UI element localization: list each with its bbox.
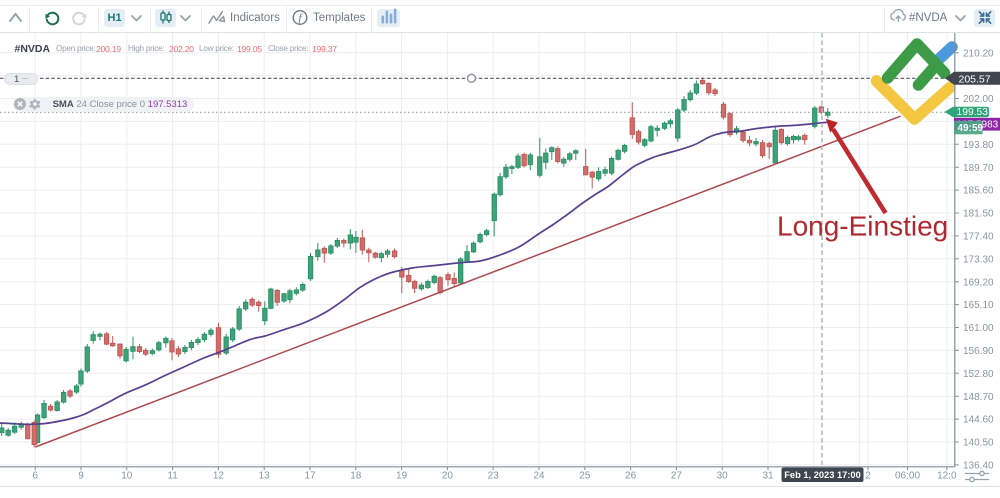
- svg-text:152.80: 152.80: [963, 369, 994, 380]
- svg-text:136.40: 136.40: [963, 461, 994, 472]
- svg-text:140.50: 140.50: [963, 438, 994, 449]
- svg-text:2: 2: [865, 470, 871, 481]
- svg-text:181.50: 181.50: [963, 209, 994, 220]
- svg-text:205.57: 205.57: [959, 73, 991, 85]
- svg-text:20: 20: [442, 470, 454, 481]
- svg-text:06:00: 06:00: [895, 470, 920, 481]
- svg-text:Feb 1, 2023 17:00: Feb 1, 2023 17:00: [784, 470, 861, 480]
- svg-text:173.30: 173.30: [963, 254, 994, 265]
- svg-text:202.00: 202.00: [963, 94, 994, 105]
- svg-text:17: 17: [304, 470, 316, 481]
- svg-text:24: 24: [533, 470, 545, 481]
- svg-text:199.53: 199.53: [957, 107, 989, 118]
- svg-text:189.70: 189.70: [963, 163, 994, 174]
- svg-text:10: 10: [121, 470, 133, 481]
- svg-text:161.00: 161.00: [963, 323, 994, 334]
- svg-text:12:0: 12:0: [937, 470, 957, 481]
- svg-text:177.40: 177.40: [963, 232, 994, 243]
- svg-text:18: 18: [350, 470, 362, 481]
- svg-text:148.70: 148.70: [963, 392, 994, 403]
- svg-text:30: 30: [717, 470, 729, 481]
- svg-text:19: 19: [396, 470, 408, 481]
- svg-text:169.20: 169.20: [963, 277, 994, 288]
- svg-text:156.90: 156.90: [963, 346, 994, 357]
- svg-text:144.60: 144.60: [963, 415, 994, 426]
- svg-text:193.80: 193.80: [963, 140, 994, 151]
- svg-text:27: 27: [671, 470, 683, 481]
- svg-text:6: 6: [32, 470, 38, 481]
- svg-text:26: 26: [625, 470, 637, 481]
- svg-text:25: 25: [579, 470, 591, 481]
- svg-text:185.60: 185.60: [963, 186, 994, 197]
- svg-text:165.10: 165.10: [963, 300, 994, 311]
- svg-text:9: 9: [78, 470, 84, 481]
- svg-text:f: f: [298, 11, 303, 25]
- svg-text:11: 11: [167, 470, 178, 481]
- svg-text:49:59: 49:59: [958, 123, 984, 134]
- svg-text:13: 13: [259, 470, 271, 481]
- svg-text:12: 12: [213, 470, 225, 481]
- svg-text:210.20: 210.20: [963, 48, 994, 59]
- svg-text:31: 31: [762, 470, 774, 481]
- svg-text:23: 23: [488, 470, 500, 481]
- svg-text:Long-Einstieg: Long-Einstieg: [777, 211, 948, 242]
